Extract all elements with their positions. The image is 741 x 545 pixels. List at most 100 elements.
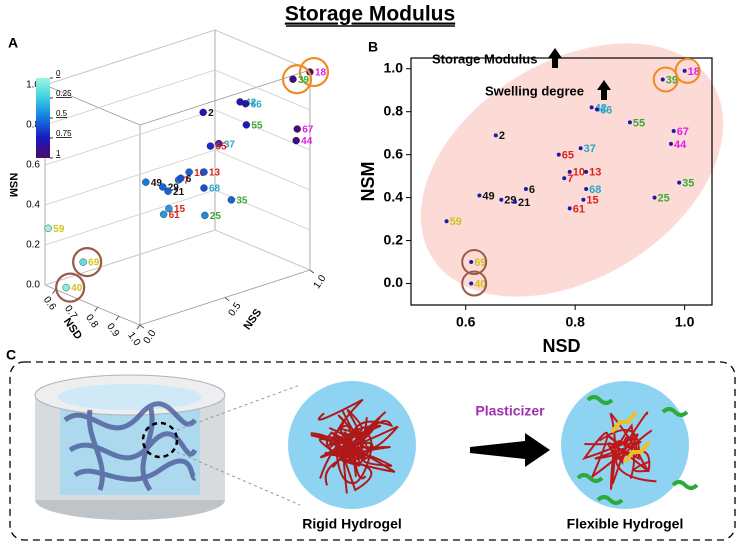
panel-label: C — [6, 347, 16, 363]
point-label: 61 — [573, 203, 585, 215]
point-label: 35 — [682, 177, 694, 189]
point — [595, 107, 600, 112]
point — [199, 108, 207, 117]
point-label: 2 — [499, 130, 505, 142]
colorbar-tick-label: 1 — [56, 149, 61, 158]
tick-mark — [139, 324, 145, 329]
point — [177, 174, 185, 182]
highlight-ring — [298, 56, 330, 88]
point-label: 21 — [518, 197, 530, 209]
figure-title: Storage Modulus — [285, 3, 455, 26]
colorbar-tick-label: 0.25 — [56, 89, 72, 98]
point — [578, 146, 583, 151]
point-label: 42 — [245, 98, 257, 109]
zoom-line — [176, 451, 301, 506]
y-tick-label: 0.0 — [384, 274, 404, 290]
z-axis-label: NSM — [7, 173, 19, 197]
point-label: 18 — [688, 66, 700, 78]
tick-mark — [309, 269, 315, 274]
y-axis-label: NSM — [358, 162, 378, 202]
x-tick-label: 0.6 — [41, 295, 58, 313]
highlight-ring — [281, 64, 313, 95]
x-axis-label: NSD — [61, 316, 84, 342]
highlight-ring — [461, 270, 488, 297]
polymer-chain — [318, 437, 393, 467]
y-axis-label: NSS — [241, 307, 264, 332]
y-tick-label: 1.0 — [312, 273, 329, 291]
grid-line — [214, 29, 311, 71]
gel-top — [58, 384, 202, 410]
tick-mark — [115, 315, 120, 321]
rigid-network — [310, 398, 399, 494]
colorbar-tick-label: 0.5 — [56, 109, 68, 118]
point-label: 66 — [251, 99, 263, 110]
point-label: 55 — [633, 117, 645, 129]
highlight-ellipse — [420, 43, 724, 297]
point-label: 59 — [53, 224, 65, 235]
x-tick-label: 0.8 — [83, 312, 100, 330]
point-label: 39 — [298, 75, 310, 86]
z-tick-label: 0.2 — [26, 240, 40, 251]
point-label: 67 — [677, 126, 689, 138]
point-label: 6 — [186, 174, 192, 185]
tick-mark — [224, 297, 230, 301]
highlight-ring — [652, 66, 679, 93]
arrow — [470, 433, 550, 467]
annotation-arrow — [548, 48, 562, 68]
point — [62, 283, 70, 292]
point-label: 13 — [209, 168, 221, 179]
point-label: 35 — [236, 196, 248, 207]
y-tick-label: 0.2 — [384, 231, 404, 247]
panel-label: A — [8, 35, 18, 51]
point — [584, 187, 589, 192]
point — [589, 105, 594, 110]
flexible-network — [576, 395, 699, 505]
tick-mark — [52, 289, 56, 294]
point — [200, 184, 208, 192]
tick-mark — [136, 324, 141, 330]
annotation-arrow — [597, 80, 611, 100]
polymer-chain — [584, 411, 649, 460]
point-label: 66 — [600, 104, 612, 116]
point — [241, 100, 250, 108]
point-label: 44 — [674, 139, 687, 151]
point — [469, 260, 474, 265]
point-label: 37 — [224, 139, 236, 150]
box-edge — [44, 84, 141, 126]
y-tick-label: 0.0 — [142, 328, 159, 346]
point-label: 10 — [573, 167, 585, 179]
highlight-ring — [55, 272, 86, 303]
grid-line — [214, 229, 311, 271]
point — [556, 152, 561, 157]
x-tick-label: 0.8 — [565, 314, 585, 330]
grid-line — [44, 189, 216, 246]
plasticizer-chain — [661, 407, 689, 417]
point — [477, 193, 482, 198]
point-label: 49 — [151, 178, 163, 189]
point — [469, 281, 474, 286]
x-tick-label: 1.0 — [675, 314, 695, 330]
x-tick-label: 1.0 — [125, 330, 142, 348]
point-label: 44 — [301, 136, 313, 147]
plasticizer-chain — [576, 473, 604, 483]
point — [627, 120, 632, 125]
point — [206, 142, 215, 150]
grid-line — [44, 229, 216, 286]
zoom-circle — [141, 421, 179, 459]
colorbar — [36, 78, 50, 158]
point-label: 13 — [589, 167, 601, 179]
point-label: 25 — [210, 211, 222, 222]
point-label: 68 — [589, 184, 601, 196]
point-label: 6 — [529, 184, 535, 196]
point — [159, 210, 168, 219]
plasticizer-chain — [586, 395, 614, 405]
flexible-label: Flexible Hydrogel — [567, 516, 684, 532]
highlight-ring — [461, 249, 488, 276]
y-tick-label: 0.5 — [227, 300, 244, 318]
grid-line — [44, 69, 216, 126]
x-tick-label: 0.9 — [104, 321, 121, 339]
point-label: 37 — [584, 143, 596, 155]
point-label: 68 — [209, 184, 221, 195]
point-label: 18 — [315, 68, 327, 79]
